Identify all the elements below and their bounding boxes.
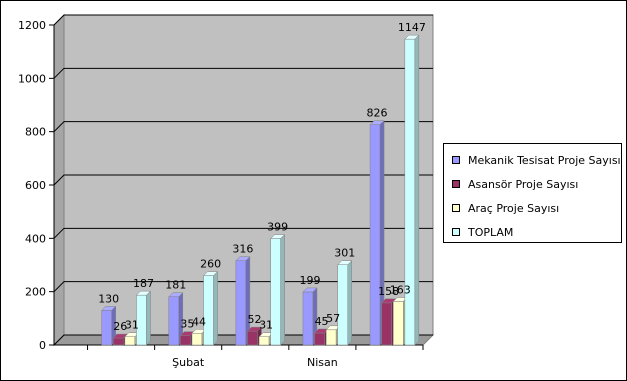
data-label: 45 xyxy=(315,315,329,328)
legend-label-asansor: Asansör Proje Sayısı xyxy=(468,177,579,191)
data-label: 31 xyxy=(125,319,139,332)
bars xyxy=(101,34,420,346)
data-label: 301 xyxy=(334,247,355,260)
legend-swatch-mekanik xyxy=(452,156,460,164)
bar xyxy=(270,233,286,346)
bar xyxy=(135,290,152,346)
data-label: 260 xyxy=(200,258,221,271)
gridline xyxy=(53,174,433,186)
data-label: 181 xyxy=(165,279,186,292)
y-tick-label: 0 xyxy=(39,339,46,352)
bar xyxy=(369,120,385,346)
y-axis-ticks: 0 200 400 600 800 1000 1200 xyxy=(18,19,55,352)
data-label: 130 xyxy=(98,292,119,305)
legend-item-toplam: TOPLAM xyxy=(452,224,513,240)
gridline xyxy=(53,121,433,133)
data-label: 199 xyxy=(299,274,320,287)
legend-swatch-toplam xyxy=(452,228,460,236)
bar xyxy=(235,256,251,346)
data-label: 26 xyxy=(113,320,127,333)
data-label: 52 xyxy=(247,313,261,326)
y-tick-label: 800 xyxy=(25,126,46,139)
legend: Mekanik Tesisat Proje Sayısı Asansör Pro… xyxy=(443,143,622,243)
y-tick-label: 200 xyxy=(25,286,46,299)
legend-label-toplam: TOPLAM xyxy=(468,225,514,239)
data-label: 163 xyxy=(390,284,411,297)
data-label: 35 xyxy=(180,318,194,331)
x-axis-ticks: Şubat Nisan xyxy=(54,344,424,369)
bar xyxy=(101,305,117,346)
data-label: 158 xyxy=(378,285,399,298)
x-tick-label: Nisan xyxy=(307,356,338,369)
legend-swatch-arac xyxy=(452,204,460,212)
y-tick-label: 600 xyxy=(25,179,46,192)
data-label: 826 xyxy=(367,107,388,120)
legend-item-asansor: Asansör Proje Sayısı xyxy=(452,176,578,192)
y-tick-label: 400 xyxy=(25,232,46,245)
y-tick-label: 1200 xyxy=(18,19,46,32)
data-label: 316 xyxy=(232,243,253,256)
gridline xyxy=(53,227,433,239)
data-label: 57 xyxy=(326,312,340,325)
bar xyxy=(404,34,420,346)
bar xyxy=(337,260,353,346)
data-label: 187 xyxy=(133,277,154,290)
legend-swatch-asansor xyxy=(452,180,460,188)
gridline xyxy=(53,67,433,79)
x-tick-label: Şubat xyxy=(172,356,205,369)
bar xyxy=(168,292,184,346)
legend-label-mekanik: Mekanik Tesisat Proje Sayısı xyxy=(468,153,621,167)
gridline xyxy=(53,281,433,293)
data-label: 44 xyxy=(192,315,206,328)
legend-label-arac: Araç Proje Sayısı xyxy=(468,201,560,215)
data-label: 1147 xyxy=(398,21,426,34)
legend-item-arac: Araç Proje Sayısı xyxy=(452,200,559,216)
bar xyxy=(124,332,140,346)
gridline xyxy=(53,14,433,26)
legend-item-mekanik: Mekanik Tesisat Proje Sayısı xyxy=(452,152,621,168)
bar xyxy=(202,271,219,346)
y-tick-label: 1000 xyxy=(18,72,46,85)
data-label: 31 xyxy=(259,319,273,332)
data-label: 399 xyxy=(267,221,288,234)
